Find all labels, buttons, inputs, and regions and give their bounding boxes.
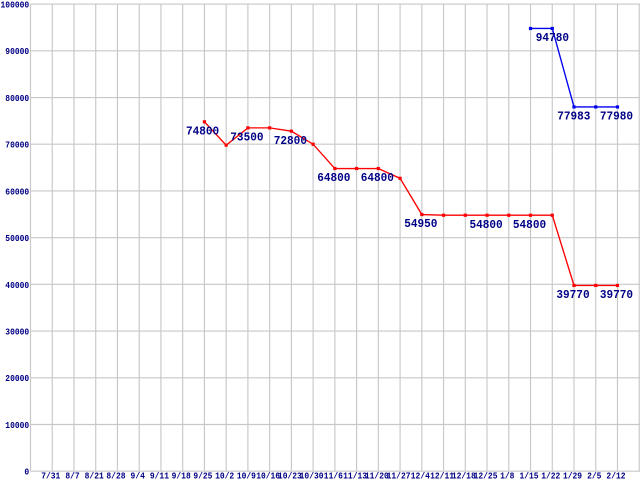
- svg-text:74800: 74800: [186, 125, 219, 138]
- svg-text:2/12: 2/12: [606, 472, 625, 480]
- svg-text:72800: 72800: [274, 135, 307, 148]
- svg-text:12/4: 12/4: [411, 472, 431, 480]
- svg-text:8/21: 8/21: [85, 472, 105, 480]
- svg-text:20000: 20000: [5, 374, 29, 384]
- svg-text:94780: 94780: [536, 32, 569, 45]
- svg-text:10/30: 10/30: [300, 472, 324, 480]
- svg-text:10/16: 10/16: [256, 472, 280, 480]
- svg-text:0: 0: [24, 468, 29, 478]
- svg-text:9/18: 9/18: [172, 472, 191, 480]
- svg-text:7/31: 7/31: [41, 472, 61, 480]
- svg-text:60000: 60000: [5, 187, 29, 197]
- svg-text:50000: 50000: [5, 234, 29, 244]
- svg-text:77983: 77983: [557, 111, 590, 124]
- svg-text:8/7: 8/7: [65, 472, 79, 480]
- svg-text:11/27: 11/27: [387, 472, 411, 480]
- svg-text:10/9: 10/9: [237, 472, 256, 480]
- svg-text:73500: 73500: [230, 131, 263, 144]
- svg-text:11/13: 11/13: [343, 472, 367, 480]
- svg-text:70000: 70000: [5, 141, 29, 151]
- svg-text:64800: 64800: [317, 172, 350, 185]
- svg-text:8/28: 8/28: [106, 472, 125, 480]
- svg-text:1/29: 1/29: [563, 472, 582, 480]
- svg-text:64800: 64800: [361, 172, 394, 185]
- svg-text:1/8: 1/8: [500, 472, 514, 480]
- svg-text:12/11: 12/11: [430, 472, 454, 480]
- svg-text:1/22: 1/22: [541, 472, 560, 480]
- svg-text:2/5: 2/5: [587, 472, 601, 480]
- svg-text:90000: 90000: [5, 47, 29, 57]
- svg-text:30000: 30000: [5, 327, 29, 337]
- svg-text:39770: 39770: [556, 289, 589, 302]
- svg-text:10/23: 10/23: [278, 472, 302, 480]
- svg-text:77980: 77980: [600, 111, 633, 124]
- svg-text:54800: 54800: [513, 219, 546, 232]
- svg-text:40000: 40000: [5, 281, 29, 291]
- svg-text:54950: 54950: [404, 218, 437, 231]
- svg-text:9/4: 9/4: [131, 472, 146, 480]
- svg-text:12/25: 12/25: [474, 472, 498, 480]
- svg-text:54800: 54800: [469, 219, 502, 232]
- svg-text:100000: 100000: [1, 1, 30, 11]
- svg-text:9/11: 9/11: [150, 472, 170, 480]
- svg-text:12/18: 12/18: [452, 472, 476, 480]
- svg-text:11/20: 11/20: [365, 472, 389, 480]
- svg-text:80000: 80000: [5, 94, 29, 104]
- svg-text:9/25: 9/25: [193, 472, 212, 480]
- svg-text:10000: 10000: [5, 421, 29, 431]
- svg-text:39770: 39770: [600, 289, 633, 302]
- svg-text:1/15: 1/15: [519, 472, 538, 480]
- svg-text:11/6: 11/6: [324, 472, 343, 480]
- svg-text:10/2: 10/2: [215, 472, 234, 480]
